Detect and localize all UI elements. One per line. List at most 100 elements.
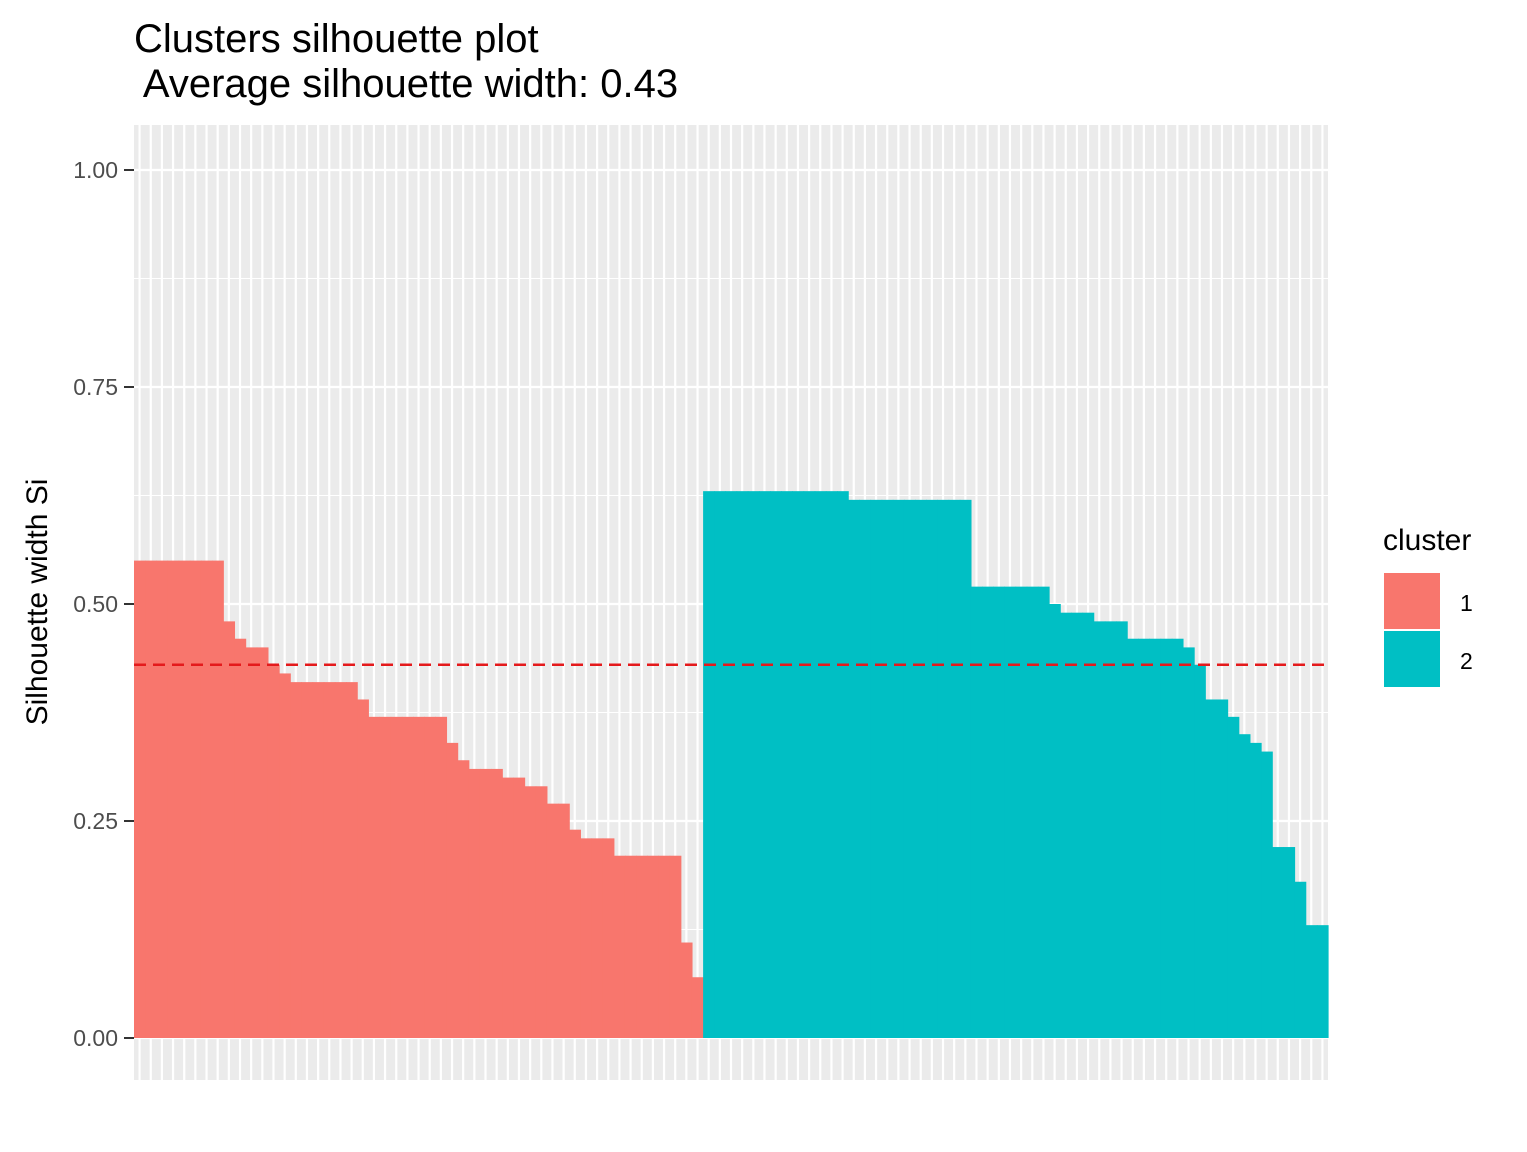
chart-subtitle: Average silhouette width: 0.43 (134, 62, 678, 106)
bar-cluster-1 (524, 786, 537, 1038)
bar-cluster-1 (546, 803, 559, 1038)
y-axis-title: Silhouette width Si (21, 479, 54, 726)
bar-cluster-2 (1127, 638, 1139, 1038)
bar-cluster-1 (234, 638, 247, 1038)
bar-cluster-1 (200, 560, 213, 1038)
bar-cluster-1 (134, 560, 146, 1038)
bar-cluster-1 (513, 777, 526, 1038)
bar-cluster-1 (178, 560, 191, 1038)
legend-label-cluster-1: 1 (1460, 590, 1473, 616)
bar-cluster-1 (435, 716, 448, 1038)
bar-cluster-2 (781, 491, 793, 1038)
bar-cluster-2 (747, 491, 760, 1038)
bar-cluster-2 (1194, 664, 1206, 1038)
bar-cluster-2 (970, 586, 983, 1038)
bar-cluster-1 (491, 768, 503, 1038)
bar-cluster-2 (915, 499, 927, 1039)
bar-cluster-2 (1060, 612, 1072, 1038)
bar-cluster-1 (357, 699, 369, 1038)
y-tick-label: 0.00 (73, 1025, 118, 1051)
bar-cluster-1 (368, 716, 381, 1038)
bar-cluster-2 (1104, 621, 1117, 1038)
bar-cluster-1 (647, 855, 660, 1038)
bar-cluster-1 (669, 855, 682, 1038)
bar-cluster-1 (624, 855, 637, 1038)
legend-key-cluster-2 (1384, 631, 1440, 687)
bar-cluster-1 (189, 560, 202, 1038)
bar-cluster-1 (535, 786, 548, 1038)
bar-cluster-2 (1261, 751, 1273, 1038)
bar-cluster-2 (814, 491, 827, 1038)
bar-cluster-1 (301, 682, 314, 1038)
bar-cluster-2 (1182, 647, 1195, 1038)
bar-cluster-1 (591, 838, 604, 1038)
bar-cluster-1 (256, 647, 269, 1038)
bar-cluster-2 (792, 491, 805, 1038)
bar-cluster-2 (1026, 586, 1039, 1038)
bar-cluster-1 (558, 803, 570, 1038)
bar-cluster-1 (602, 838, 615, 1038)
bar-cluster-1 (390, 716, 403, 1038)
y-tick-label: 1.00 (73, 157, 118, 183)
legend-label-cluster-2: 2 (1460, 648, 1473, 674)
legend-key-cluster-1 (1384, 573, 1440, 629)
bar-cluster-2 (1216, 699, 1229, 1038)
y-tick-label: 0.75 (73, 374, 118, 400)
bar-cluster-1 (658, 855, 671, 1038)
bar-cluster-1 (379, 716, 392, 1038)
bar-cluster-2 (825, 491, 838, 1038)
bar-cluster-1 (334, 682, 347, 1038)
bar-cluster-2 (937, 499, 950, 1039)
bars-layer (134, 491, 1329, 1039)
bar-cluster-2 (837, 491, 849, 1038)
y-axis: 0.00 0.25 0.50 0.75 1.00 (73, 157, 134, 1051)
bar-cluster-2 (982, 586, 994, 1038)
bar-cluster-2 (1138, 638, 1151, 1038)
bar-cluster-1 (401, 716, 414, 1038)
bar-cluster-2 (1049, 604, 1061, 1038)
bar-cluster-1 (312, 682, 325, 1038)
bar-cluster-1 (569, 829, 581, 1038)
bar-cluster-1 (412, 716, 425, 1038)
bar-cluster-1 (580, 838, 593, 1038)
bar-cluster-2 (948, 499, 961, 1039)
bar-cluster-1 (636, 855, 648, 1038)
legend: cluster 1 2 (1383, 524, 1473, 687)
bar-cluster-2 (1037, 586, 1050, 1038)
bar-cluster-2 (1294, 881, 1307, 1038)
bar-cluster-2 (736, 491, 749, 1038)
bar-cluster-2 (1238, 734, 1251, 1038)
bar-cluster-1 (424, 716, 436, 1038)
bar-cluster-2 (1272, 847, 1284, 1038)
bar-cluster-1 (691, 977, 704, 1038)
bar-cluster-2 (1082, 612, 1095, 1038)
bar-cluster-2 (1316, 925, 1329, 1038)
bar-cluster-2 (770, 491, 782, 1038)
bar-cluster-2 (714, 491, 727, 1038)
bar-cluster-2 (959, 499, 972, 1039)
bar-cluster-1 (457, 760, 470, 1038)
bar-cluster-1 (156, 560, 169, 1038)
bar-cluster-1 (479, 768, 492, 1038)
bar-cluster-1 (613, 855, 626, 1038)
bar-cluster-2 (1071, 612, 1084, 1038)
bar-cluster-2 (1004, 586, 1017, 1038)
bar-cluster-2 (803, 491, 816, 1038)
bar-cluster-1 (468, 768, 481, 1038)
bar-cluster-2 (725, 491, 738, 1038)
bar-cluster-1 (167, 560, 180, 1038)
bar-cluster-2 (1093, 621, 1106, 1038)
bar-cluster-1 (446, 742, 459, 1038)
bar-cluster-2 (859, 499, 872, 1039)
bar-cluster-1 (245, 647, 258, 1038)
bar-cluster-1 (223, 621, 236, 1038)
bar-cluster-2 (1227, 716, 1240, 1038)
y-tick-label: 0.50 (73, 591, 118, 617)
bar-cluster-2 (870, 499, 883, 1039)
bar-cluster-1 (267, 664, 280, 1038)
bar-cluster-1 (346, 682, 358, 1038)
bar-cluster-1 (212, 560, 224, 1038)
bar-cluster-2 (903, 499, 916, 1039)
